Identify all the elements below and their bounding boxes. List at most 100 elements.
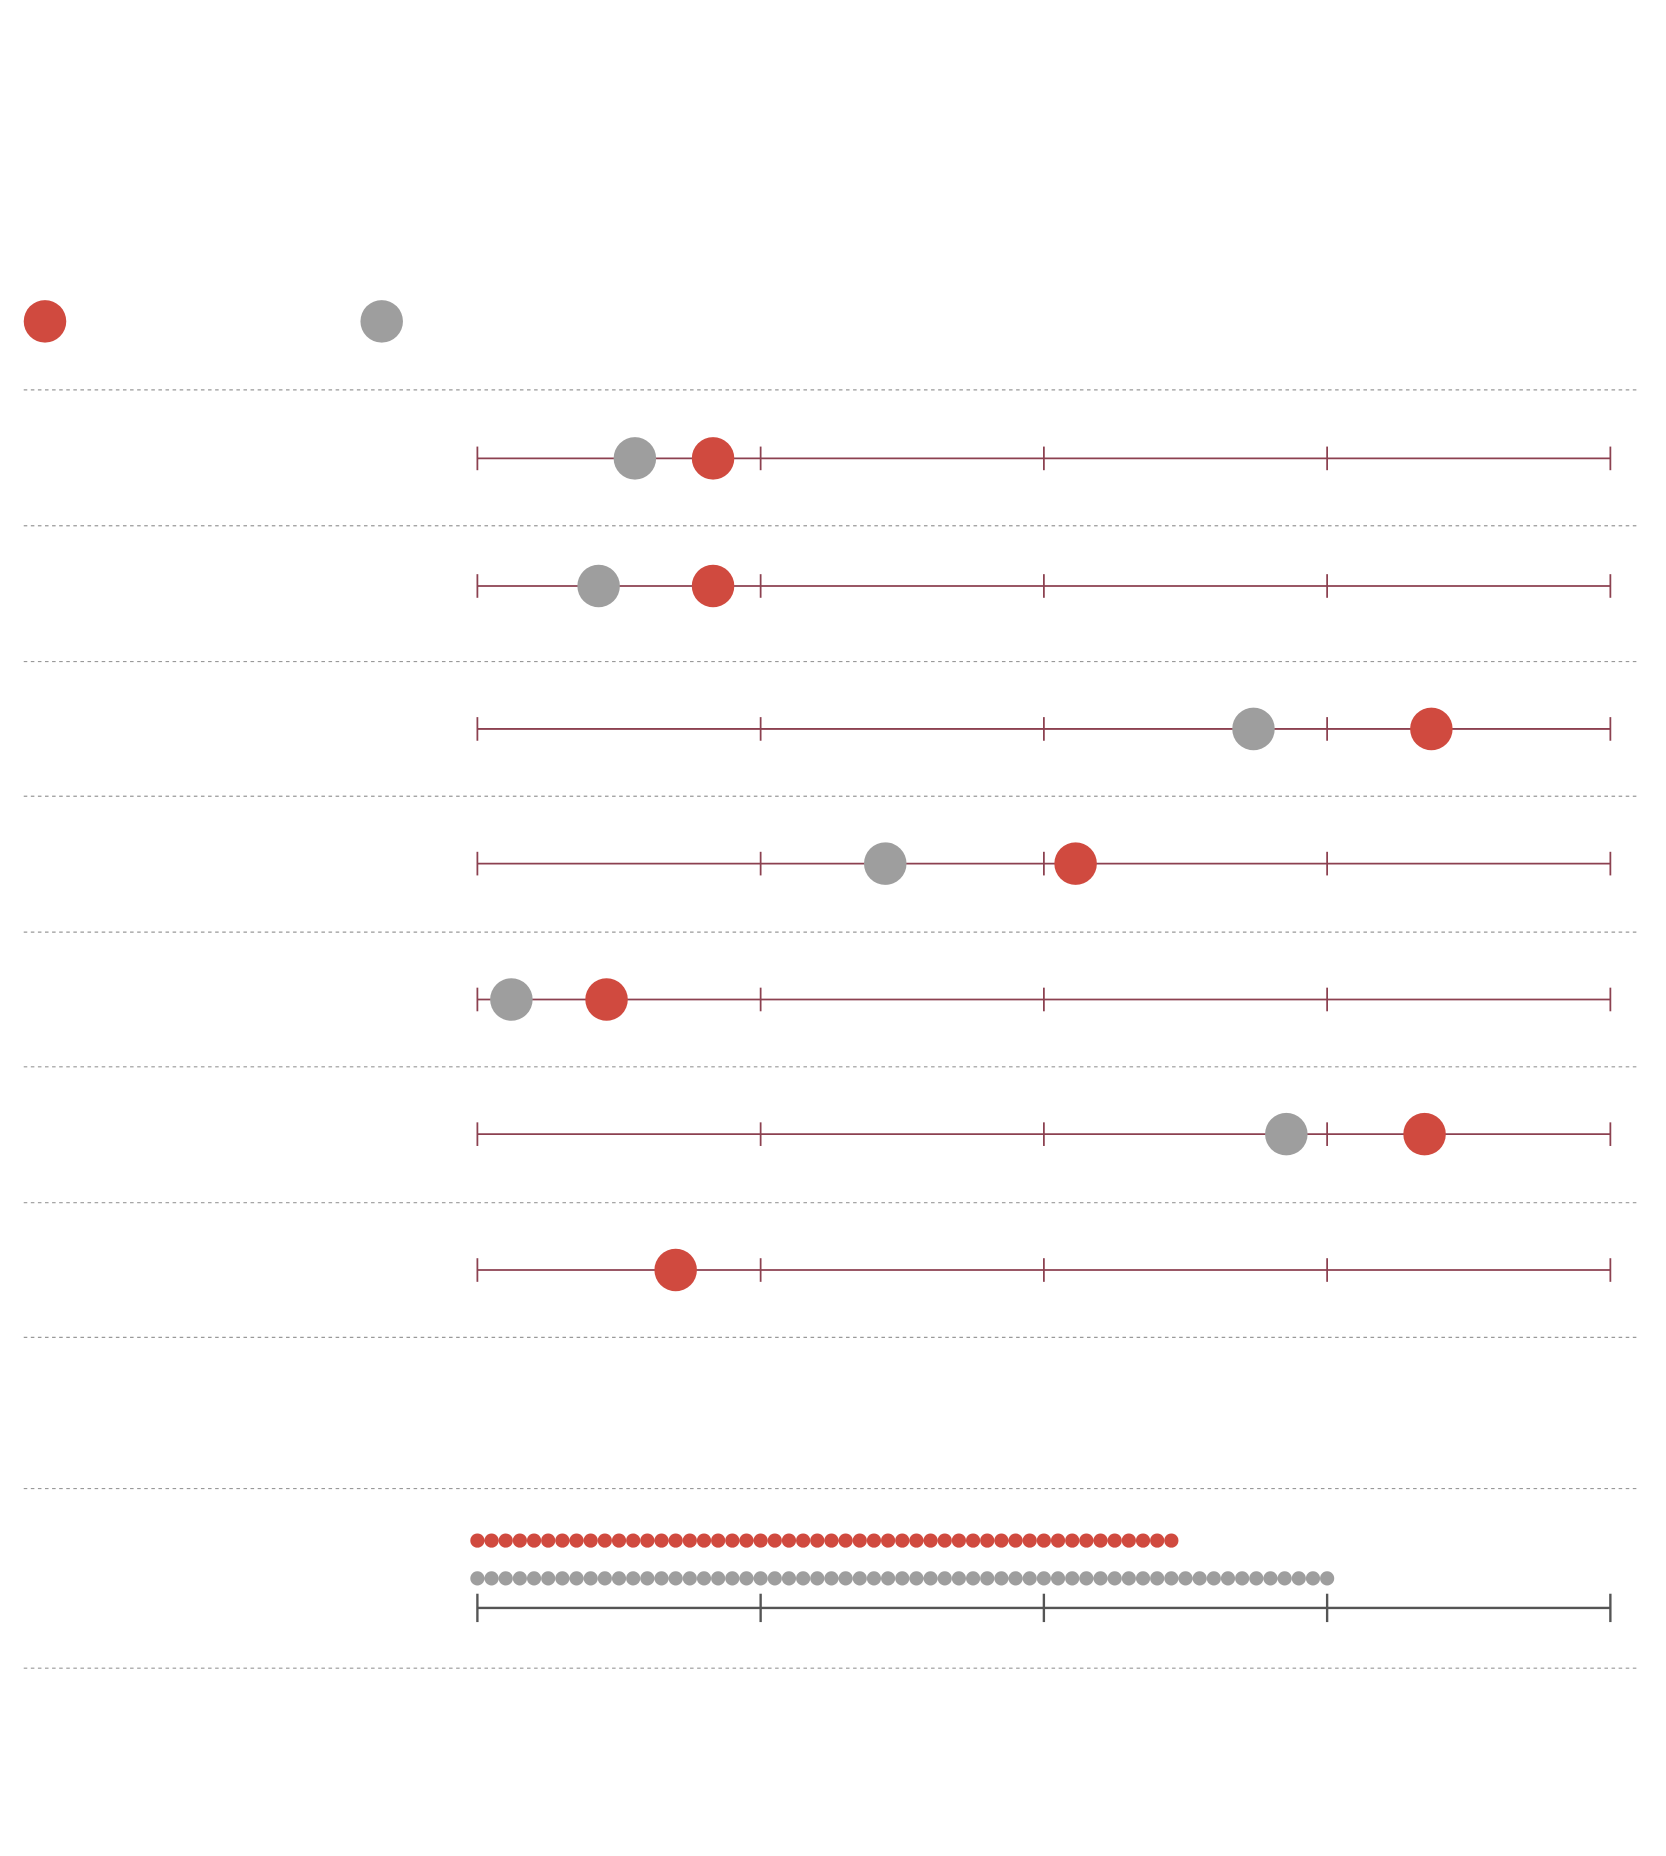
unit-dot — [555, 1571, 570, 1586]
unit-dot — [1249, 1571, 1264, 1586]
unit-dot — [711, 1533, 726, 1548]
unit-dot — [923, 1533, 938, 1548]
unit-dot — [541, 1571, 556, 1586]
unit-dot — [951, 1571, 966, 1586]
unit-dot — [937, 1533, 952, 1548]
unit-dot — [852, 1533, 867, 1548]
unit-dot — [1263, 1571, 1278, 1586]
unit-dot — [1008, 1533, 1023, 1548]
unit-dot — [512, 1533, 527, 1548]
unit-dot — [654, 1571, 669, 1586]
legend-marker — [23, 300, 67, 343]
unit-dot — [796, 1533, 811, 1548]
unit-dot — [796, 1571, 811, 1586]
dot — [1232, 707, 1275, 751]
unit-dot — [767, 1533, 782, 1548]
unit-dot — [1079, 1533, 1094, 1548]
dot — [613, 437, 657, 480]
dot — [1410, 707, 1453, 751]
unit-dot — [895, 1533, 910, 1548]
unit-dot — [1093, 1571, 1108, 1586]
unit-dot — [1050, 1571, 1066, 1586]
unit-dot — [696, 1571, 712, 1586]
unit-dot — [1065, 1571, 1080, 1586]
unit-dot — [1192, 1571, 1207, 1586]
unit-dot — [1022, 1571, 1037, 1586]
unit-dot — [994, 1571, 1009, 1586]
unit-dot — [1320, 1571, 1335, 1586]
unit-dot — [640, 1533, 655, 1548]
unit-dot — [980, 1571, 995, 1586]
unit-dot — [569, 1533, 584, 1548]
unit-dot — [1291, 1571, 1306, 1586]
dot — [490, 978, 533, 1021]
unit-dot — [1277, 1571, 1292, 1586]
unit-dot — [909, 1533, 924, 1548]
unit-dot — [739, 1571, 754, 1586]
unit-dot — [541, 1533, 556, 1548]
unit-dot — [498, 1533, 513, 1548]
unit-dot — [1150, 1571, 1165, 1586]
unit-dot — [1065, 1533, 1080, 1548]
unit-dot — [1135, 1571, 1151, 1586]
unit-dot — [1121, 1533, 1136, 1548]
unit-dot — [1036, 1533, 1051, 1548]
unit-dot — [696, 1533, 712, 1548]
unit-dot — [526, 1571, 542, 1586]
unit-dot — [767, 1571, 782, 1586]
unit-dot — [470, 1571, 485, 1586]
unit-dot — [470, 1533, 485, 1548]
unit-dot — [569, 1571, 584, 1586]
unit-dot — [881, 1533, 896, 1548]
unit-dot — [923, 1571, 938, 1586]
unit-dot — [682, 1571, 697, 1586]
unit-dot — [1036, 1571, 1051, 1586]
dot — [585, 978, 628, 1021]
unit-dot — [484, 1571, 499, 1586]
unit-dot — [909, 1571, 924, 1586]
unit-dot — [1178, 1571, 1193, 1586]
unit-dot — [611, 1533, 627, 1548]
unit-dot — [597, 1571, 612, 1586]
unit-dot — [1107, 1571, 1122, 1586]
unit-dot — [1220, 1571, 1236, 1586]
unit-dot — [1164, 1571, 1179, 1586]
unit-dot — [682, 1533, 697, 1548]
unit-dot — [810, 1533, 825, 1548]
unit-dot — [1135, 1533, 1151, 1548]
unit-dot — [555, 1533, 570, 1548]
unit-dot — [753, 1571, 768, 1586]
unit-dot — [824, 1533, 839, 1548]
unit-dot — [1150, 1533, 1165, 1548]
unit-dot — [1107, 1533, 1122, 1548]
unit-dot — [626, 1571, 641, 1586]
unit-dot — [824, 1571, 839, 1586]
unit-dot — [1305, 1571, 1321, 1586]
unit-dot — [498, 1571, 513, 1586]
legend-marker — [360, 300, 403, 343]
unit-dot — [668, 1571, 683, 1586]
unit-dot — [725, 1571, 740, 1586]
unit-dot — [1206, 1571, 1221, 1586]
dot — [864, 842, 907, 885]
dot — [691, 437, 735, 480]
unit-dot — [881, 1571, 896, 1586]
unit-dot — [739, 1533, 754, 1548]
unit-dot — [980, 1533, 995, 1548]
unit-dot — [583, 1571, 598, 1586]
unit-dot — [866, 1571, 882, 1586]
unit-dot — [951, 1533, 966, 1548]
unit-dot — [1164, 1533, 1179, 1548]
unit-dot — [937, 1571, 952, 1586]
dot — [577, 564, 620, 608]
unit-dot — [1235, 1571, 1250, 1586]
unit-dot — [965, 1533, 981, 1548]
unit-dot — [1008, 1571, 1023, 1586]
unit-dot — [1022, 1533, 1037, 1548]
unit-dot — [583, 1533, 598, 1548]
unit-dot — [668, 1533, 683, 1548]
unit-dot — [512, 1571, 527, 1586]
unit-dot — [838, 1571, 853, 1586]
unit-dot — [852, 1571, 867, 1586]
unit-dot — [597, 1533, 612, 1548]
